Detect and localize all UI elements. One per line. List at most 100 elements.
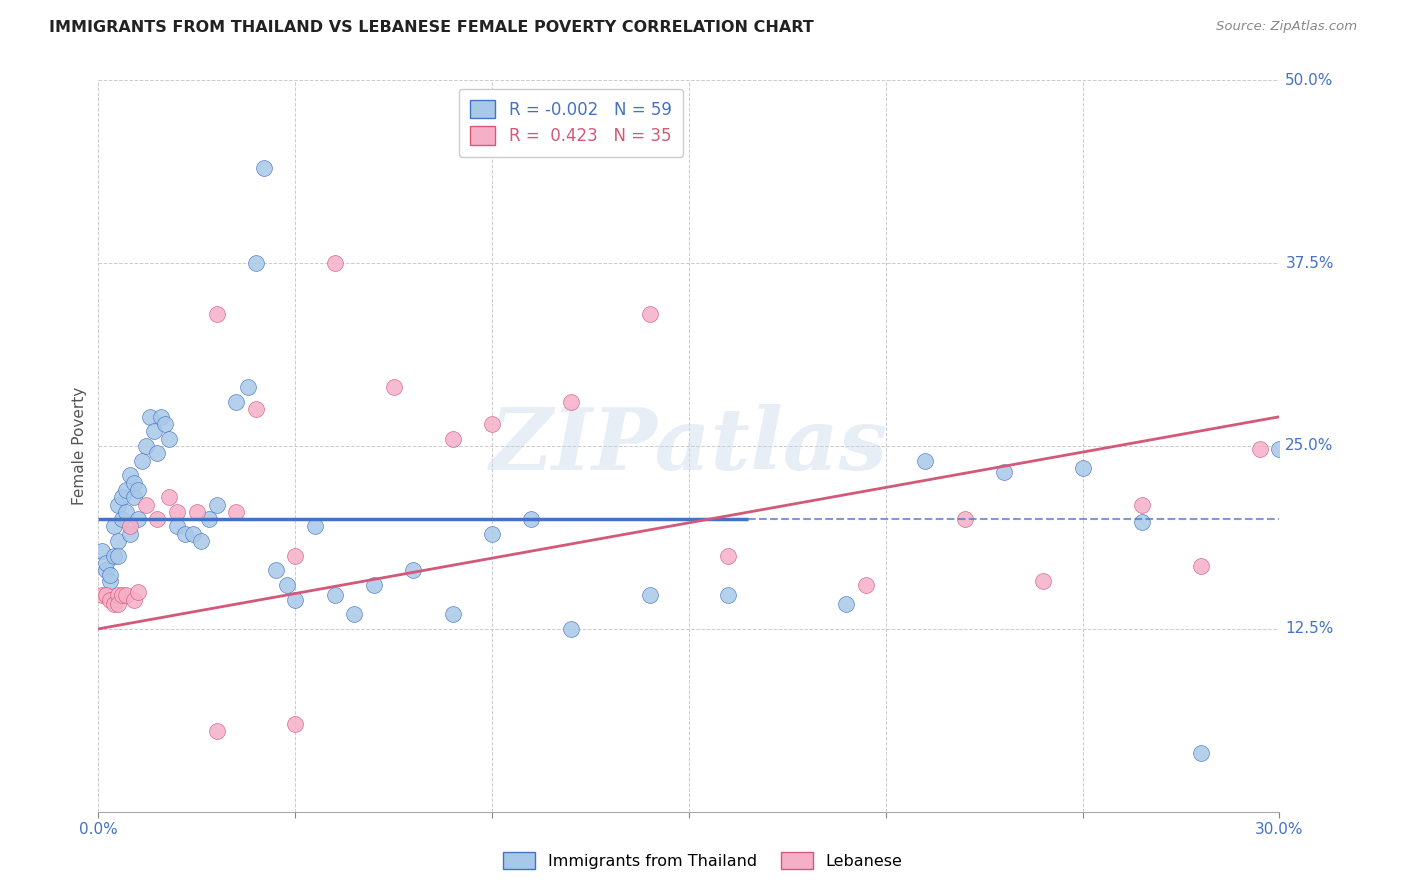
Point (481, 417, 503, 431)
Point (276, 578, 298, 592)
Point (225, 395, 247, 409)
Point (481, 526, 503, 541)
Point (96, 556, 118, 570)
Point (236, 380, 259, 394)
Point (103, 549, 125, 563)
Point (284, 592, 307, 607)
Text: IMMIGRANTS FROM THAILAND VS LEBANESE FEMALE POVERTY CORRELATION CHART: IMMIGRANTS FROM THAILAND VS LEBANESE FEM… (49, 20, 814, 35)
Point (1130, 515, 1153, 529)
Point (127, 483, 149, 497)
Point (111, 490, 134, 504)
Point (146, 512, 169, 526)
Point (638, 307, 661, 321)
Point (993, 466, 1015, 480)
Point (107, 498, 129, 512)
Point (115, 588, 138, 602)
Point (155, 417, 177, 431)
Point (1071, 461, 1094, 475)
Point (717, 549, 740, 563)
Point (131, 453, 153, 467)
Point (253, 161, 276, 175)
Point (717, 588, 740, 602)
Point (107, 588, 129, 602)
Point (1268, 442, 1291, 456)
Point (150, 409, 173, 424)
Point (122, 592, 145, 607)
Point (135, 498, 157, 512)
Point (855, 578, 877, 592)
Point (1249, 442, 1271, 456)
Point (118, 526, 141, 541)
Point (1189, 746, 1212, 760)
Y-axis label: Female Poverty: Female Poverty (72, 387, 87, 505)
Point (323, 256, 346, 270)
Point (146, 446, 169, 460)
Point (166, 519, 188, 533)
Point (127, 585, 149, 599)
Point (363, 578, 385, 592)
Point (98, 574, 121, 588)
Point (174, 526, 197, 541)
Point (205, 498, 228, 512)
Point (157, 490, 180, 504)
Point (91, 588, 114, 602)
Point (107, 549, 129, 563)
Point (96, 563, 118, 577)
Point (197, 512, 219, 526)
Text: 50.0%: 50.0% (1285, 73, 1334, 87)
Point (96, 588, 118, 602)
Legend: Immigrants from Thailand, Lebanese: Immigrants from Thailand, Lebanese (496, 846, 910, 875)
Text: ZIPatlas: ZIPatlas (489, 404, 889, 488)
Point (441, 432, 464, 446)
Point (115, 505, 138, 519)
Point (284, 717, 307, 731)
Point (157, 432, 180, 446)
Point (166, 505, 188, 519)
Point (914, 453, 936, 467)
Point (402, 563, 425, 577)
Point (98, 567, 121, 582)
Point (1032, 574, 1054, 588)
Point (98, 592, 121, 607)
Point (245, 402, 267, 417)
Point (638, 588, 661, 602)
Point (560, 622, 582, 636)
Point (245, 256, 267, 270)
Point (103, 597, 125, 611)
Point (111, 512, 134, 526)
Point (225, 505, 247, 519)
Point (127, 512, 149, 526)
Point (138, 409, 160, 424)
Point (205, 307, 228, 321)
Point (304, 519, 326, 533)
Point (190, 534, 212, 549)
Point (953, 512, 976, 526)
Point (118, 468, 141, 483)
Point (122, 490, 145, 504)
Point (382, 380, 405, 394)
Point (142, 425, 165, 439)
Point (186, 505, 208, 519)
Point (1189, 558, 1212, 573)
Point (91, 544, 114, 558)
Point (181, 526, 204, 541)
Text: 25.0%: 25.0% (1285, 439, 1334, 453)
Point (111, 588, 134, 602)
Point (107, 534, 129, 549)
Point (205, 724, 228, 739)
Point (1130, 498, 1153, 512)
Legend: R = -0.002   N = 59, R =  0.423   N = 35: R = -0.002 N = 59, R = 0.423 N = 35 (458, 88, 683, 157)
Point (107, 597, 129, 611)
Text: 12.5%: 12.5% (1285, 622, 1334, 636)
Point (122, 475, 145, 490)
Point (103, 519, 125, 533)
Text: Source: ZipAtlas.com: Source: ZipAtlas.com (1216, 20, 1357, 33)
Point (343, 607, 366, 622)
Point (264, 563, 287, 577)
Point (560, 395, 582, 409)
Point (135, 439, 157, 453)
Text: 37.5%: 37.5% (1285, 256, 1334, 270)
Point (115, 483, 138, 497)
Point (284, 549, 307, 563)
Point (441, 607, 464, 622)
